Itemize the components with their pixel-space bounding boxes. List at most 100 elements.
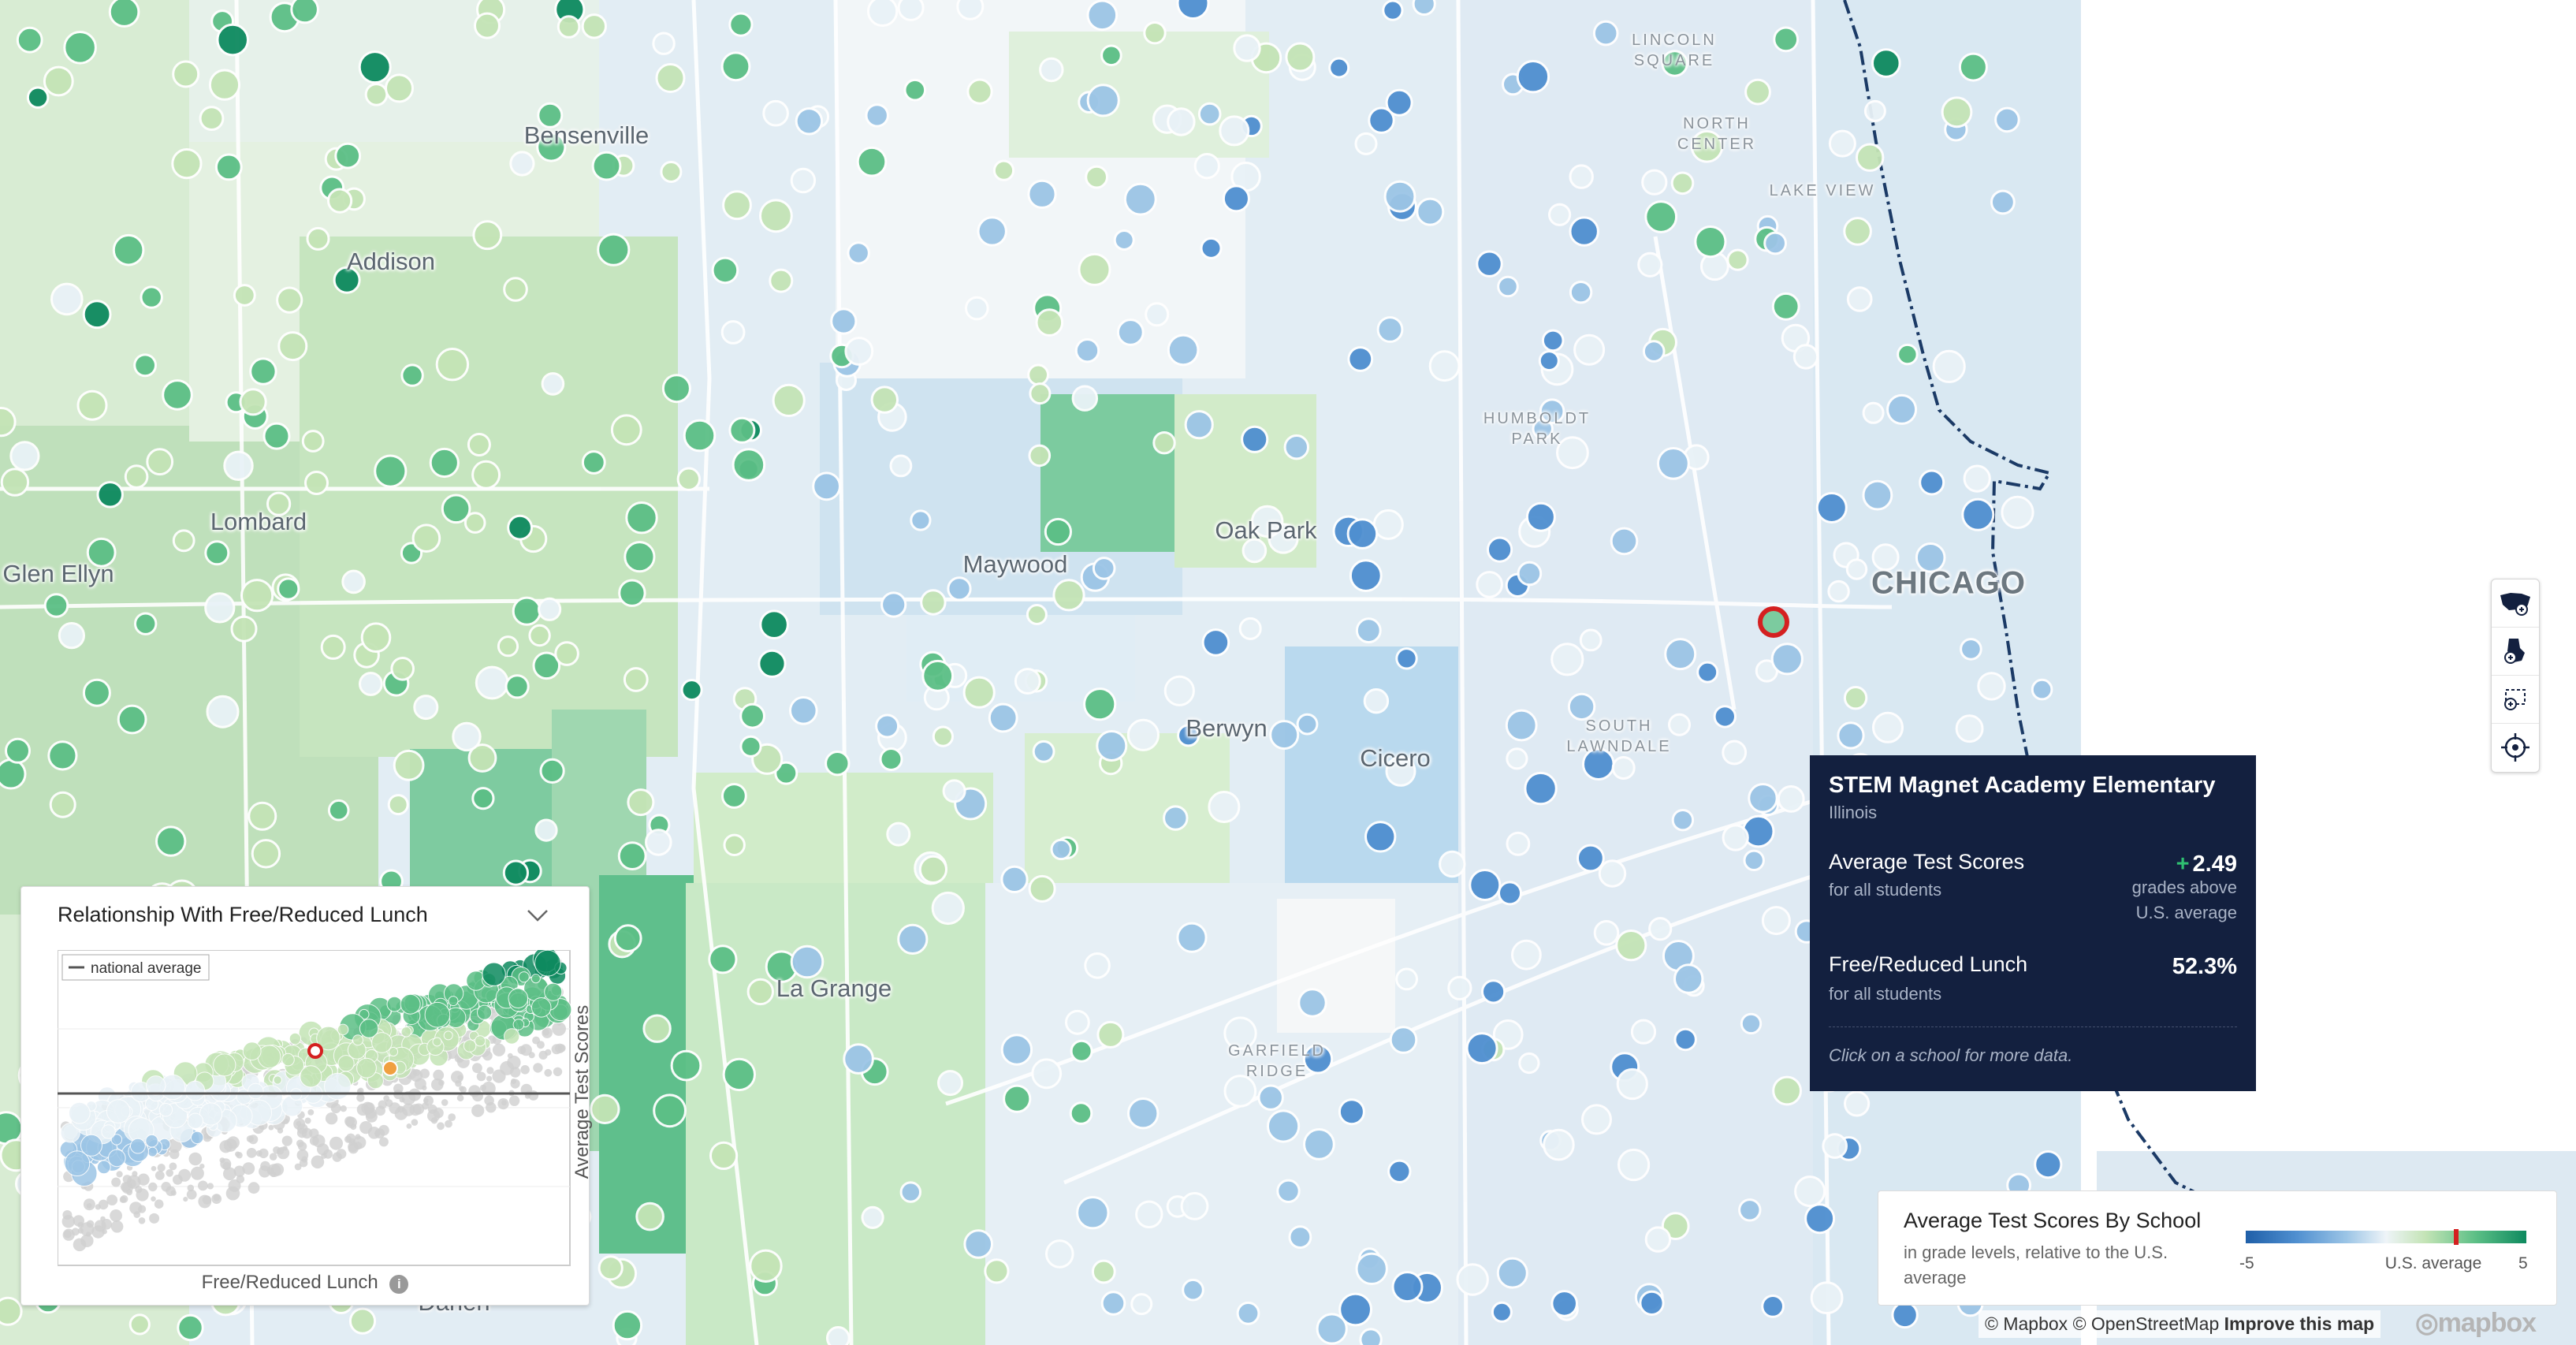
school-dot[interactable] [1163,675,1195,706]
school-dot[interactable] [1000,1034,1033,1066]
school-dot[interactable] [1096,1020,1125,1049]
school-dot[interactable] [1223,1016,1257,1050]
school-dot[interactable] [2031,678,2053,701]
school-dot[interactable] [1395,647,1418,670]
school-dot[interactable] [720,320,746,345]
school-dot[interactable] [1180,1192,1209,1220]
school-dot[interactable] [1383,180,1416,213]
school-dot[interactable] [812,471,841,501]
school-dot[interactable] [1126,718,1160,751]
school-dot[interactable] [1065,1009,1090,1035]
school-dot[interactable] [1076,1196,1110,1230]
school-dot[interactable] [918,855,948,885]
school-dot[interactable] [1143,21,1167,45]
school-dot[interactable] [1932,349,1966,383]
school-dot[interactable] [627,788,655,817]
school-dot[interactable] [795,107,824,136]
school-dot[interactable] [720,51,751,82]
school-dot[interactable] [471,460,501,490]
school-dot[interactable] [1028,444,1052,468]
school-dot[interactable] [746,978,774,1006]
school-dot[interactable] [1593,920,1620,946]
school-dot[interactable] [903,78,927,102]
school-dot[interactable] [749,1249,783,1284]
school-dot[interactable] [1828,129,1856,158]
school-dot[interactable] [739,735,762,758]
school-dot[interactable] [962,676,996,709]
school-dot[interactable] [1772,1075,1803,1106]
school-dot[interactable] [251,839,281,869]
school-dot[interactable] [1086,0,1119,32]
school-dot[interactable] [789,696,818,725]
school-dot[interactable] [86,537,117,568]
school-dot[interactable] [1664,638,1697,671]
school-dot[interactable] [538,597,562,621]
school-dot[interactable] [1027,363,1049,386]
school-dot[interactable] [1285,42,1316,73]
school-dot[interactable] [541,372,565,396]
school-dot[interactable] [1592,20,1619,47]
school-dot[interactable] [1297,988,1327,1018]
school-dot[interactable] [1416,197,1445,226]
school-dot[interactable] [1346,518,1379,550]
school-dot[interactable] [124,464,149,489]
school-dot[interactable] [1671,809,1695,832]
school-dot[interactable] [1856,143,1885,172]
school-dot[interactable] [1524,771,1558,806]
school-dot[interactable] [1035,308,1064,337]
school-dot[interactable] [43,65,74,97]
school-dot[interactable] [1116,319,1145,346]
school-dot[interactable] [1871,48,1901,78]
school-dot[interactable] [1963,464,1991,493]
school-dot[interactable] [108,0,140,28]
school-dot[interactable] [348,1307,377,1335]
school-dot[interactable] [1233,34,1261,62]
school-dot[interactable] [988,702,1018,733]
school-dot[interactable] [374,454,408,488]
school-dot[interactable] [1617,1148,1651,1182]
school-dot[interactable] [1990,189,2016,215]
school-dot[interactable] [1223,1075,1257,1108]
school-dot[interactable] [301,430,325,453]
school-dot[interactable] [711,256,739,285]
school-dot[interactable] [1395,967,1418,991]
school-dot[interactable] [1176,922,1208,953]
school-dot[interactable] [467,743,497,773]
school-dot[interactable] [177,1313,204,1342]
school-dot[interactable] [1163,805,1189,831]
school-dot[interactable] [722,1057,756,1092]
school-dot[interactable] [1804,1203,1836,1235]
school-dot[interactable] [1267,1109,1301,1143]
school-dot[interactable] [1773,26,1800,53]
school-dot[interactable] [623,667,649,692]
school-dot[interactable] [759,199,793,233]
school-dot[interactable] [1385,755,1416,787]
osm-attribution-link[interactable]: © OpenStreetMap [2072,1313,2220,1334]
school-dot[interactable] [1777,785,1805,813]
school-dot[interactable] [1257,1084,1284,1111]
school-dot[interactable] [843,1043,874,1075]
school-dot[interactable] [1516,60,1550,94]
school-dot[interactable] [290,0,319,24]
school-dot[interactable] [856,146,888,177]
school-dot[interactable] [133,353,158,378]
school-dot[interactable] [1296,713,1319,736]
school-dot[interactable] [1616,1067,1648,1101]
school-dot[interactable] [1130,1293,1153,1316]
school-dot[interactable] [204,540,230,566]
school-dot[interactable] [942,779,966,803]
school-dot[interactable] [327,188,353,214]
school-dot[interactable] [82,300,112,330]
school-dot[interactable] [1497,275,1519,298]
school-dot[interactable] [1556,436,1589,470]
school-dot[interactable] [554,641,579,666]
school-dot[interactable] [171,148,203,180]
school-dot[interactable] [1069,1101,1093,1125]
school-dot[interactable] [1642,340,1666,363]
school-dot[interactable] [216,23,250,57]
school-dot[interactable] [1083,687,1117,721]
school-dot[interactable] [1026,604,1048,625]
school-dot[interactable] [889,454,913,478]
school-dot[interactable] [947,576,972,602]
school-dot[interactable] [1843,217,1872,246]
